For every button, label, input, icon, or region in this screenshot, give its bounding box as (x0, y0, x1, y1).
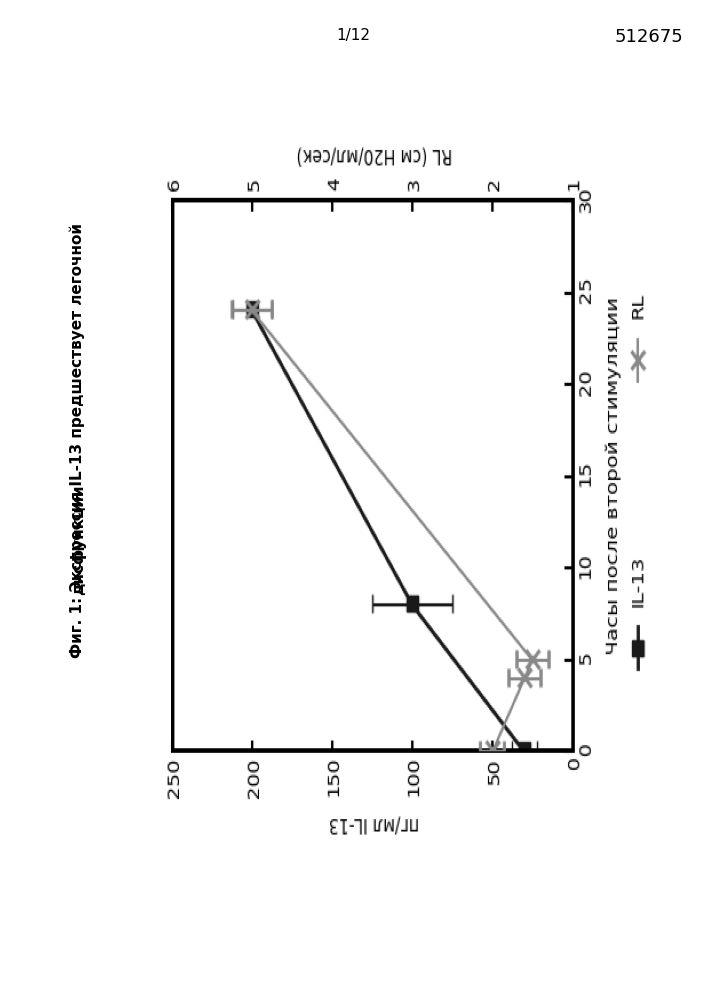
Text: дисфункции: дисфункции (70, 485, 85, 595)
Text: 512675: 512675 (614, 28, 683, 46)
Text: 1/12: 1/12 (336, 28, 370, 43)
Text: Фиг. 1: Экспрессия IL-13 предшествует легочной: Фиг. 1: Экспрессия IL-13 предшествует ле… (70, 223, 85, 658)
